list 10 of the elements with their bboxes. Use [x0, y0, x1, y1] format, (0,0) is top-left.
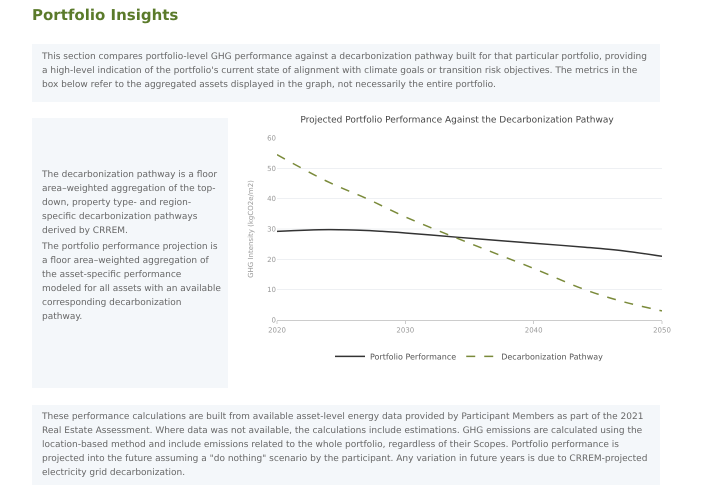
line-series: [277, 154, 662, 312]
text: The portfolio performance projection is a floor area–weighted aggregation of the asset-specific performance modeled for all assets with an available corresponding decarbonization pathway.: [42, 241, 222, 324]
text: The decarbonization pathway is a floor area–weighted aggregation of the top-down, property type- and region-specific decarbonization pathways derived by CRREM.: [42, 169, 218, 238]
text: These performance calculations are built from available asset-level energy data provided by Participant Members as part of the 2021 Real Estate Assessment. Where data was not available, the calculations include estimations. GHG emissions are calculated using the location-based method and include emissions related to the whole portfolio, regardless of their Scopes. Portfolio performance is projected into the future assuming a "do nothing" scenario by the participant. Any variation in future years is due to CRREM-projected electricity grid decarbonization.: [42, 411, 648, 480]
legend-label: Portfolio Performance: [370, 352, 456, 362]
text: Portfolio Insights: [32, 6, 178, 24]
line-series: [277, 228, 662, 258]
legend-label: Decarbonization Pathway: [501, 352, 604, 362]
chart-title: Projected Portfolio Performance Against the Decarbonization Pathway: [300, 116, 614, 126]
text: This section compares portfolio-level GHG performance against a decarbonization pathway built for that particular portfolio, providing a high-level indication of the portfolio's current state of alignment with climate goals or transition risk objectives. The metrics in the box below refer to the aggregated assets displayed in the graph, not necessarily the entire portfolio.: [42, 51, 648, 92]
